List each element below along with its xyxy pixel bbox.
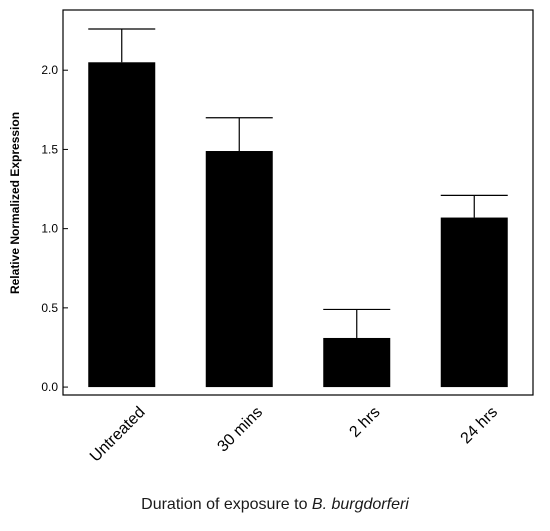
bar-24-hrs	[440, 217, 508, 388]
x-axis-category-labels: Untreated 30 mins 2 hrs 24 hrs	[87, 404, 501, 466]
category-label: Untreated	[87, 404, 149, 466]
y-tick-label: 0.5	[41, 301, 58, 315]
bar-30-mins	[205, 151, 273, 388]
x-axis-title-species: B. burgdorferi	[311, 496, 409, 513]
plot-frame	[62, 9, 534, 396]
category-label: 30 mins	[214, 404, 266, 456]
y-tick-label: 2.0	[41, 63, 58, 77]
y-tick-label: 1.0	[41, 222, 58, 236]
x-axis-title: Duration of exposure to B. burgdorferi	[0, 496, 550, 514]
category-label: 2 hrs	[346, 404, 383, 441]
y-tick-label: 0.0	[41, 380, 58, 394]
bar-untreated	[88, 62, 156, 388]
x-axis-title-text: Duration of exposure to	[141, 496, 312, 513]
bars	[88, 62, 508, 388]
y-tick-label: 1.5	[41, 142, 58, 156]
y-axis-ticks: 0.0 0.5 1.0 1.5 2.0	[41, 63, 68, 394]
category-label: 24 hrs	[458, 404, 501, 447]
bar-2-hrs	[323, 337, 391, 388]
y-axis-title: Relative Normalized Expression	[8, 112, 22, 294]
error-bars	[88, 28, 508, 338]
